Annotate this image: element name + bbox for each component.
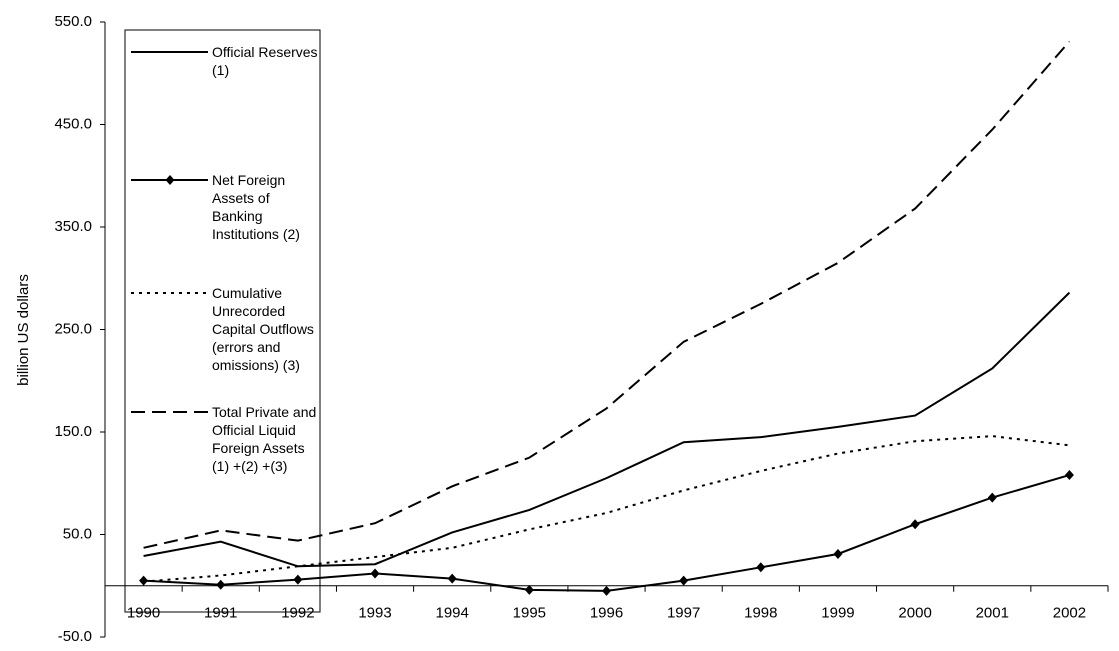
x-tick-label: 2001 <box>976 605 1009 622</box>
y-tick-label: 150.0 <box>54 423 92 440</box>
legend-label: Total Private and Official Liquid Foreig… <box>212 404 317 474</box>
marker <box>756 562 766 573</box>
x-tick-label: 2002 <box>1053 605 1086 622</box>
x-tick-label: 1997 <box>667 605 700 622</box>
marker <box>910 519 920 530</box>
x-tick-label: 1993 <box>358 605 391 622</box>
marker <box>987 492 997 503</box>
x-tick-label: 1992 <box>281 605 314 622</box>
legend-box <box>124 29 321 613</box>
x-tick-label: 1998 <box>744 605 777 622</box>
marker <box>833 548 843 559</box>
x-tick-label: 2000 <box>898 605 931 622</box>
marker <box>370 568 380 579</box>
marker <box>1064 470 1074 481</box>
x-tick-label: 1991 <box>204 605 237 622</box>
x-tick-label: 1996 <box>590 605 623 622</box>
y-tick-label: 550.0 <box>54 13 92 30</box>
series-line <box>143 40 1071 549</box>
legend-marker <box>165 175 175 185</box>
x-tick-label: 1994 <box>436 605 469 622</box>
y-tick-label: 450.0 <box>54 115 92 132</box>
y-tick-label: 250.0 <box>54 320 92 337</box>
marker <box>293 574 303 585</box>
y-tick-label: 50.0 <box>63 525 92 542</box>
series-line <box>143 291 1071 568</box>
series-line <box>143 435 1070 583</box>
x-tick-label: 1999 <box>821 605 854 622</box>
legend-label: Official Reserves (1) <box>212 44 318 78</box>
x-tick-label: 1995 <box>513 605 546 622</box>
y-axis-label: billion US dollars <box>15 274 32 386</box>
marker <box>524 584 534 595</box>
y-tick-label: -50.0 <box>58 628 92 645</box>
legend-label: Cumulative Unrecorded Capital Outflows (… <box>212 285 314 373</box>
marker <box>216 579 226 590</box>
marker <box>602 585 611 596</box>
legend-label: Net Foreign Assets of Banking Institutio… <box>212 172 300 242</box>
x-tick-label: 1990 <box>127 605 160 622</box>
marker <box>679 575 689 586</box>
marker <box>139 575 149 586</box>
marker <box>447 573 457 584</box>
y-tick-label: 350.0 <box>54 218 92 235</box>
